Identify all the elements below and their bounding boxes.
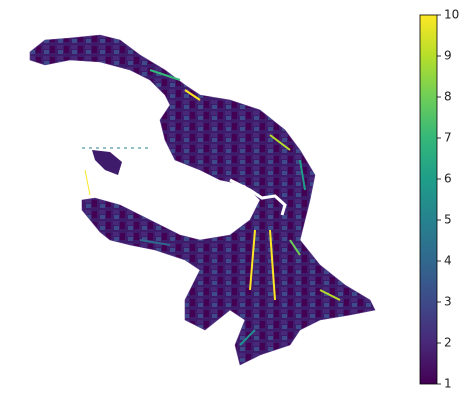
colorbar-tick-label: 6 — [444, 172, 452, 186]
colorbar-tick-label: 4 — [444, 254, 452, 268]
city-area — [29, 34, 376, 366]
island — [92, 150, 122, 175]
colorbar-tick-label: 2 — [444, 336, 452, 350]
colorbar-tick-label: 9 — [444, 49, 452, 63]
river — [229, 178, 287, 216]
streets — [82, 69, 341, 346]
colorbar-tick-label: 8 — [444, 90, 452, 104]
colorbar-tick-label: 10 — [444, 8, 459, 22]
colorbar-tick-label: 1 — [444, 377, 452, 391]
map — [29, 34, 376, 366]
colorbar: 1 2 3 4 5 6 7 8 9 10 — [419, 8, 459, 391]
colorbar-tick-label: 3 — [444, 295, 452, 309]
colorbar-tick-label: 7 — [444, 131, 452, 145]
colorbar-ramp — [419, 14, 438, 385]
colorbar-tick-label: 5 — [444, 213, 452, 227]
